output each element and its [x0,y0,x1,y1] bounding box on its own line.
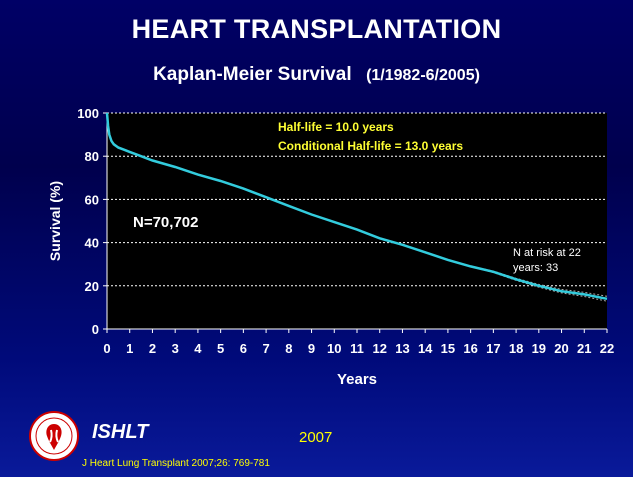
ishlt-logo-icon [29,411,79,461]
x-tick-label: 6 [240,341,247,356]
plot-area [107,113,607,329]
x-tick-label: 5 [217,341,224,356]
x-tick-label: 3 [172,341,179,356]
x-tick-label: 16 [463,341,477,356]
subtitle-main: Kaplan-Meier Survival [153,64,352,85]
x-tick-label: 17 [486,341,500,356]
year-label: 2007 [299,429,333,446]
x-tick-label: 12 [372,341,386,356]
y-tick-label: 100 [77,106,99,121]
x-tick-label: 1 [126,341,133,356]
x-tick-label: 4 [194,341,202,356]
x-tick-label: 21 [577,341,591,356]
y-axis-label: Survival (%) [47,181,63,261]
org-label: ISHLT [92,421,149,443]
chart-subtitle: Kaplan-Meier Survival (1/1982-6/2005) [0,64,633,86]
n-total-annotation: N=70,702 [133,214,198,231]
y-tick-label: 20 [85,279,99,294]
x-tick-label: 22 [600,341,614,356]
x-tick-label: 14 [418,341,433,356]
x-tick-label: 8 [285,341,292,356]
x-tick-label: 15 [441,341,455,356]
x-tick-label: 7 [262,341,269,356]
x-tick-label: 19 [532,341,546,356]
y-tick-label: 0 [92,322,99,337]
x-tick-label: 18 [509,341,523,356]
x-axis-label: Years [337,371,377,388]
x-tick-label: 20 [554,341,568,356]
x-tick-label: 2 [149,341,156,356]
x-tick-label: 13 [395,341,409,356]
n-at-risk-annotation-line1: N at risk at 22 [513,247,581,259]
x-tick-label: 9 [308,341,315,356]
n-at-risk-annotation-line2: years: 33 [513,262,558,274]
half-life-annotation: Half-life = 10.0 years [278,120,394,134]
x-tick-label: 0 [103,341,110,356]
y-tick-label: 80 [85,149,99,164]
x-tick-label: 10 [327,341,341,356]
conditional-half-life-annotation: Conditional Half-life = 13.0 years [278,139,463,153]
survival-curve [105,112,608,301]
x-tick-label: 11 [350,341,364,356]
y-tick-label: 60 [85,192,99,207]
y-tick-label: 40 [85,236,99,251]
citation: J Heart Lung Transplant 2007;26: 769-781 [82,458,270,469]
slide-title: HEART TRANSPLANTATION [131,14,502,44]
subtitle-date-range: (1/1982-6/2005) [366,67,480,84]
